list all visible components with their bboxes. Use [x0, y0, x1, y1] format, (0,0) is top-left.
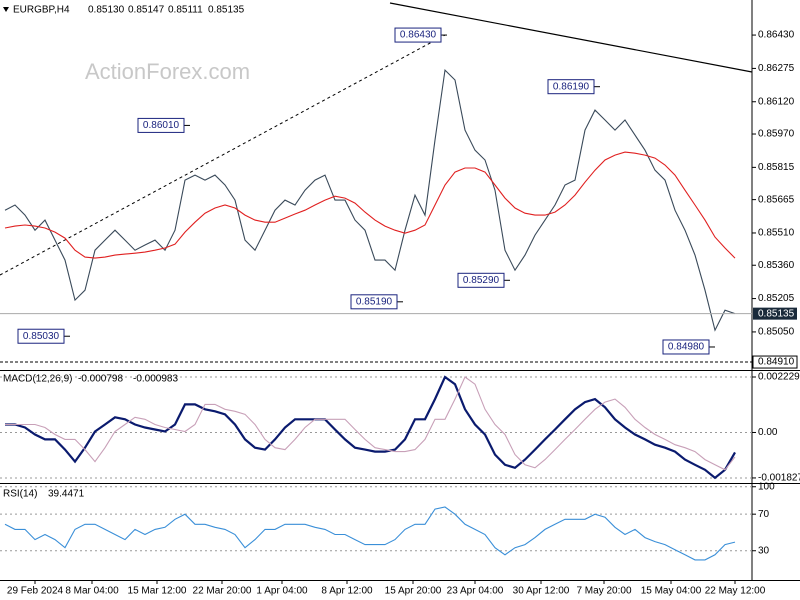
indicator-reading: -0.000983 — [133, 374, 178, 385]
series-line — [4, 506, 736, 561]
x-tick-label: 15 May 04:00 — [641, 586, 702, 597]
annotation-label: 0.84980 — [668, 342, 705, 353]
indicator-reading: 39.4471 — [48, 489, 85, 500]
x-tick-label: 7 May 20:00 — [576, 586, 631, 597]
annotation-label: 0.86430 — [400, 30, 437, 41]
series-line — [4, 68, 736, 332]
last-price-label: 0.85135 — [758, 308, 795, 319]
y-tick-label: 0.85970 — [758, 129, 795, 140]
x-tick-label: 22 May 12:00 — [705, 586, 766, 597]
watermark: ActionForex.com — [85, 59, 250, 84]
annotation-box — [662, 339, 710, 355]
series-line — [5, 375, 736, 480]
last-price-box — [753, 307, 797, 320]
y-tick-label: 0.85510 — [758, 228, 795, 239]
series-line — [4, 151, 736, 259]
x-tick-label: 30 Apr 12:00 — [513, 586, 570, 597]
annotation-box — [350, 294, 398, 310]
y-tick-label: 0.00 — [758, 427, 778, 438]
rsi-title: RSI(14) — [3, 489, 37, 500]
y-tick-label: 70 — [758, 509, 770, 520]
y-tick-label: 100 — [758, 481, 775, 492]
x-tick-label: 22 Mar 20:00 — [193, 586, 252, 597]
y-tick-label: -0.001827 — [758, 473, 800, 484]
x-tick-label: 15 Mar 12:00 — [128, 586, 187, 597]
x-tick-label: 1 Apr 04:00 — [256, 586, 308, 597]
y-tick-label: 0.85665 — [758, 194, 795, 205]
ohlc-value: 0.85111 — [168, 5, 203, 16]
x-tick-label: 29 Feb 2024 — [7, 586, 64, 597]
y-tick-label: 0.002229 — [758, 372, 800, 383]
annotation-label: 0.86010 — [143, 120, 180, 131]
ohlc-value: 0.85130 — [88, 5, 125, 16]
x-tick-label: 8 Mar 04:00 — [65, 586, 119, 597]
annotation-label: 0.86190 — [553, 81, 590, 92]
y-tick-label: 0.86430 — [758, 30, 795, 41]
ohlc-value: 0.85135 — [208, 5, 245, 16]
ohlc-value: 0.85147 — [128, 5, 165, 16]
indicator-reading: -0.000798 — [78, 374, 123, 385]
annotation-label: 0.85030 — [23, 331, 60, 342]
annotation-label: 0.85290 — [463, 275, 500, 286]
y-tick-label: 0.86275 — [758, 63, 795, 74]
annotation-box — [137, 117, 185, 133]
menu-arrow — [3, 7, 9, 12]
annotation-label: 0.85190 — [356, 296, 393, 307]
y-tick-label: 0.86120 — [758, 96, 795, 107]
annotation-box — [547, 79, 595, 95]
trendline — [389, 2, 753, 73]
support-box — [752, 355, 798, 369]
y-tick-label: 0.85815 — [758, 162, 795, 173]
y-tick-label: 0.85050 — [758, 327, 795, 338]
annotation-box — [17, 328, 65, 344]
y-tick-label: 30 — [758, 545, 770, 556]
annotation-box — [394, 27, 442, 43]
x-tick-label: 23 Apr 04:00 — [447, 586, 504, 597]
series-line — [5, 376, 736, 471]
y-tick-label: 0.85205 — [758, 293, 795, 304]
symbol: EURGBP,H4 — [13, 5, 70, 16]
macd-title: MACD(12,26,9) — [3, 374, 72, 385]
trendline-dashed — [0, 34, 446, 276]
x-tick-label: 8 Apr 12:00 — [321, 586, 373, 597]
y-tick-label: 0.85360 — [758, 260, 795, 271]
annotation-box — [457, 272, 505, 288]
x-tick-label: 15 Apr 20:00 — [385, 586, 442, 597]
support-label: 0.84910 — [758, 357, 795, 368]
